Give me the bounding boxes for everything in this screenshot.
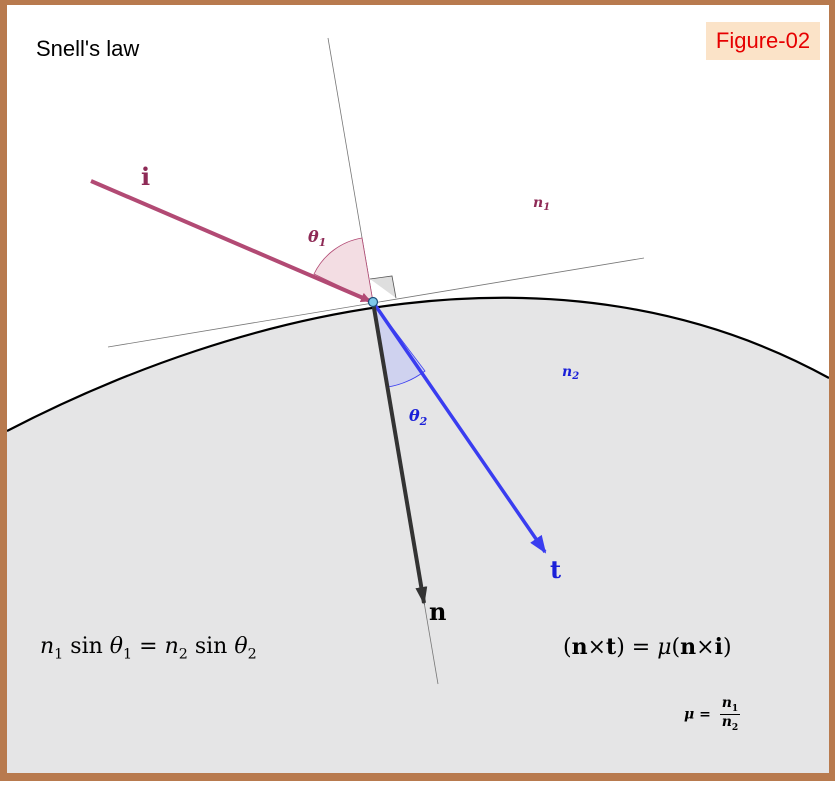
n1-label: n1 xyxy=(533,195,550,213)
transmitted-label: t xyxy=(550,555,561,584)
transmitted-ray xyxy=(371,301,547,554)
normal-vector xyxy=(371,301,428,605)
mu-fraction: n1 n2 xyxy=(719,695,741,733)
mu-definition: μ = n1 n2 xyxy=(684,695,741,733)
right-angle-marker xyxy=(369,275,397,299)
incident-label: i xyxy=(141,162,150,191)
medium-2-region xyxy=(7,297,829,773)
theta1-label: θ1 xyxy=(308,227,326,249)
theta1-angle-sector xyxy=(313,237,374,303)
incidence-point xyxy=(367,296,379,308)
diagram-title: Snell's law xyxy=(36,36,140,61)
figure-tag: Figure-02 xyxy=(706,22,820,60)
n2-label: n2 xyxy=(562,364,579,382)
incident-ray xyxy=(90,179,371,303)
normal-label: n xyxy=(429,597,446,626)
theta2-label: θ2 xyxy=(409,406,428,428)
interface-curve xyxy=(6,296,830,432)
snell-formula: n1 sin θ1 = n2 sin θ2 xyxy=(40,634,257,663)
vector-formula: (n×t) = μ(n×i) xyxy=(563,634,732,660)
